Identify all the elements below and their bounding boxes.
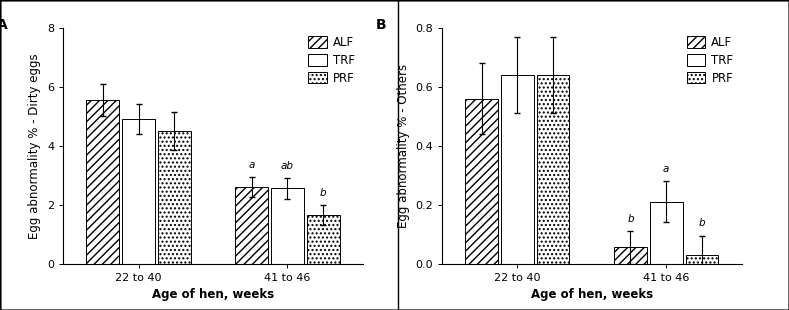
Bar [122,119,155,264]
Bar [537,75,570,264]
Bar [614,247,647,264]
Legend: ALF, TRF, PRF: ALF, TRF, PRF [684,34,736,87]
Bar [86,100,119,264]
Bar [465,99,498,264]
Bar [235,187,268,264]
Bar [307,215,340,264]
Bar [158,131,191,264]
Y-axis label: Egg abnormality % - Dirty eggs: Egg abnormality % - Dirty eggs [28,53,41,238]
Bar [271,188,304,264]
Text: A: A [0,19,8,33]
Text: ab: ab [281,161,294,171]
Bar [650,202,682,264]
Text: a: a [249,160,255,170]
Bar [686,255,719,264]
X-axis label: Age of hen, weeks: Age of hen, weeks [152,288,274,301]
Legend: ALF, TRF, PRF: ALF, TRF, PRF [305,34,357,87]
Text: a: a [663,164,669,174]
Text: B: B [376,19,387,33]
Y-axis label: Egg abnormality % - Others: Egg abnormality % - Others [397,64,409,228]
X-axis label: Age of hen, weeks: Age of hen, weeks [531,288,653,301]
Text: b: b [627,214,634,224]
Text: b: b [698,219,705,228]
Text: b: b [320,188,327,197]
Bar [501,75,533,264]
